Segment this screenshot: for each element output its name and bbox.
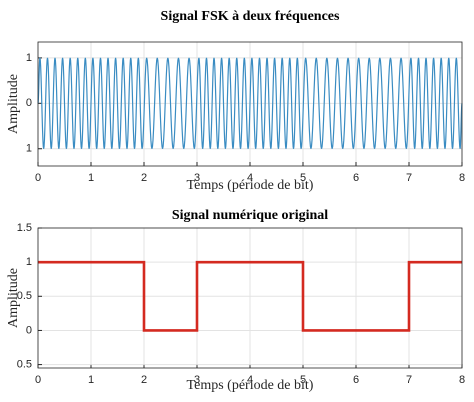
x-tick-label: 8 [459,172,465,184]
x-tick-label: 2 [141,172,147,184]
y-tick-label: 1 [26,52,32,64]
x-axis-label: Temps (période de bit) [187,378,314,393]
x-tick-label: 1 [88,172,94,184]
x-tick-label: 5 [300,172,306,184]
x-tick-label: 6 [353,374,359,386]
y-tick-label: 0 [26,324,32,336]
x-tick-label: 7 [406,172,412,184]
y-tick-label: 0 [26,97,32,109]
x-tick-label: 6 [353,172,359,184]
x-tick-label: 4 [247,374,253,386]
chart-title: Signal numérique original [172,208,328,223]
x-tick-label: 4 [247,172,253,184]
x-tick-label: 3 [194,172,200,184]
x-tick-label: 7 [406,374,412,386]
x-tick-label: 3 [194,374,200,386]
x-tick-label: 1 [88,374,94,386]
y-tick-label: 1.5 [17,222,32,234]
y-tick-label: 0.5 [17,290,32,302]
x-tick-label: 2 [141,374,147,386]
y-axis-label: Amplitude [6,74,21,134]
x-tick-label: 0 [35,172,41,184]
x-axis-label: Temps (période de bit) [187,178,314,193]
y-axis-label: Amplitude [6,268,21,328]
x-tick-label: 0 [35,374,41,386]
y-tick-label: 1 [26,256,32,268]
axes-frame [37,227,463,369]
x-tick-label: 5 [300,374,306,386]
chart-title: Signal FSK à deux fréquences [161,9,340,24]
y-tick-label: 1 [26,143,32,155]
signal-line [38,260,462,332]
signal-line [37,57,463,149]
x-tick-label: 8 [459,374,465,386]
y-tick-label: 0.5 [17,358,32,370]
axes-frame [37,41,463,167]
